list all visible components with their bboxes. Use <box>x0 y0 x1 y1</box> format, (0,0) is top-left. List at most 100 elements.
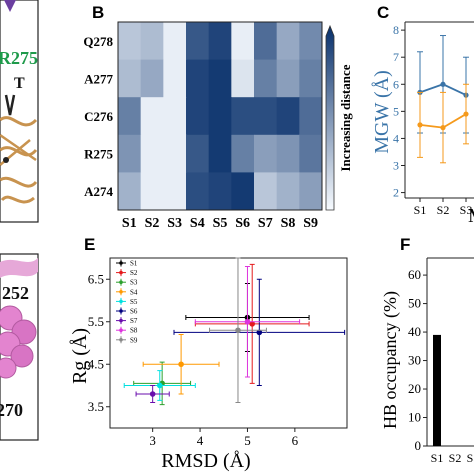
legend-entry: S6 <box>130 308 138 316</box>
legend-swatch-dot <box>119 280 123 285</box>
stick-residue-icon <box>4 94 16 116</box>
heatmap-cell <box>140 134 164 173</box>
heatmap-cell <box>254 172 278 211</box>
legend-swatch-dot <box>119 261 123 265</box>
heatmap-cell <box>231 97 255 136</box>
hb-ylabel: HB occupancy (%) <box>380 291 401 429</box>
hb-y-tick-label: 30 <box>408 353 421 368</box>
mgw-x-tick-label: S3 <box>460 203 473 217</box>
scatter-point <box>178 361 184 368</box>
heatmap-cell <box>186 22 210 61</box>
mgw-y-tick-label: 8 <box>393 23 399 37</box>
legend-swatch-dot <box>119 318 123 323</box>
heatmap-cell <box>163 134 187 173</box>
mgw-xlabel: M <box>468 205 474 227</box>
heatmap-row-label: A277 <box>84 71 113 86</box>
structure-panel-bottom: 252 270 <box>0 253 39 441</box>
scatter-point <box>156 382 163 389</box>
ribbon-icon <box>0 258 38 278</box>
residue-label-t: T <box>14 75 25 92</box>
heatmap-cell <box>118 59 142 98</box>
heatmap-cell <box>163 59 187 98</box>
heatmap-row-label: Q278 <box>83 34 113 49</box>
heatmap-cell <box>140 172 164 211</box>
hb-x-tick-label: S3 <box>467 451 474 465</box>
heatmap-column-label: S4 <box>190 216 205 231</box>
heatmap-cell <box>186 59 210 98</box>
scatter-ylabel: Rg (Å) <box>69 328 91 384</box>
legend-swatch-dot <box>119 290 123 294</box>
heatmap-row-label: C276 <box>84 109 113 124</box>
heatmap-cell <box>118 134 142 173</box>
legend-swatch-dot <box>119 309 123 313</box>
heatmap-cell <box>208 97 232 136</box>
legend-entry: S2 <box>130 269 138 277</box>
legend-entry: S7 <box>130 317 138 325</box>
legend-entry: S9 <box>130 336 138 344</box>
mgw-axes: 2 3 4 5 6 7 8 S1 S2 S3 <box>393 21 474 217</box>
legend-entry: S3 <box>130 279 138 287</box>
heatmap-cell <box>276 97 300 136</box>
scatter-points <box>123 257 346 406</box>
heatmap-cell <box>299 134 323 173</box>
heatmap-row-label: A274 <box>84 184 113 199</box>
heatmap-cell <box>118 22 142 61</box>
heatmap-cell <box>163 22 187 61</box>
scatter-axes: 3 4 5 6 3.5 4.5 5.5 6.5 <box>88 257 348 448</box>
mgw-x-tick-label: S2 <box>437 203 450 217</box>
heatmap-cell <box>299 97 323 136</box>
scatter-y-tick-label: 4.5 <box>88 356 104 371</box>
heatmap-cell <box>208 134 232 173</box>
residue-label-252: 252 <box>2 283 29 303</box>
mgw-y-tick-label: 3 <box>393 159 399 173</box>
mgw-point <box>440 125 446 131</box>
legend-swatch-dot <box>119 270 123 275</box>
colorbar-label: Increasing distance <box>338 64 353 171</box>
scatter-point <box>149 391 156 397</box>
residue-label-270: 270 <box>0 400 23 420</box>
panel-letter-b: B <box>92 3 104 22</box>
legend-entry: S5 <box>130 298 138 306</box>
heatmap-cell <box>208 59 232 98</box>
legend-entry: S4 <box>130 288 138 296</box>
scatter-x-tick-label: 6 <box>292 433 299 448</box>
heatmap-column-label: S7 <box>258 216 273 231</box>
heatmap-column-labels: S1 S2 S3 S4 S5 S6 S7 S8 S9 <box>122 216 318 231</box>
heatmap-cell <box>208 172 232 211</box>
mgw-line-panel: MGW (Å) 2 3 4 5 6 7 8 S1 S2 S3 M <box>371 21 474 227</box>
mgw-x-tick-label: S1 <box>414 203 427 217</box>
panel-letter-f: F <box>400 235 410 254</box>
mgw-point <box>417 122 423 128</box>
mgw-point <box>463 111 469 117</box>
legend-swatch-dot <box>119 338 123 342</box>
scatter-y-tick-label: 5.5 <box>88 314 104 329</box>
heatmap-cell <box>276 22 300 61</box>
ribbon-fragment-icon <box>4 0 16 12</box>
hb-y-tick-label: 0 <box>415 438 422 453</box>
residue-label-r275: R275 <box>0 48 38 68</box>
mgw-ylabel: MGW (Å) <box>371 70 393 154</box>
heatmap-cell <box>231 22 255 61</box>
hb-x-tick-label: S2 <box>449 451 462 465</box>
heatmap-row-labels: Q278 A277 C276 R275 A274 <box>83 34 113 199</box>
scatter-x-tick-label: 5 <box>244 433 251 448</box>
hb-y-tick-label: 10 <box>408 410 421 425</box>
heatmap-cell <box>163 172 187 211</box>
heatmap-cell <box>254 97 278 136</box>
heatmap-cell <box>254 22 278 61</box>
legend-entry: S1 <box>130 260 138 268</box>
legend-swatch-dot <box>119 299 123 304</box>
hb-occupancy-panel: HB occupancy (%) 0 10 20 30 40 50 60 S1 S2 S3 <box>380 257 474 465</box>
heatmap-column-label: S8 <box>281 216 296 231</box>
hb-x-tick-label: S1 <box>431 451 444 465</box>
hb-y-tick-label: 50 <box>408 296 421 311</box>
panel-letter-e: E <box>84 235 95 254</box>
heatmap-cell <box>186 134 210 173</box>
mgw-y-tick-label: 6 <box>393 77 399 91</box>
heatmap-cell <box>254 134 278 173</box>
rg-rmsd-scatter-panel: Rg (Å) RMSD (Å) 3 4 5 63.54.55.56.5 S1S2S3S… <box>69 257 348 472</box>
scatter-point <box>256 329 263 336</box>
